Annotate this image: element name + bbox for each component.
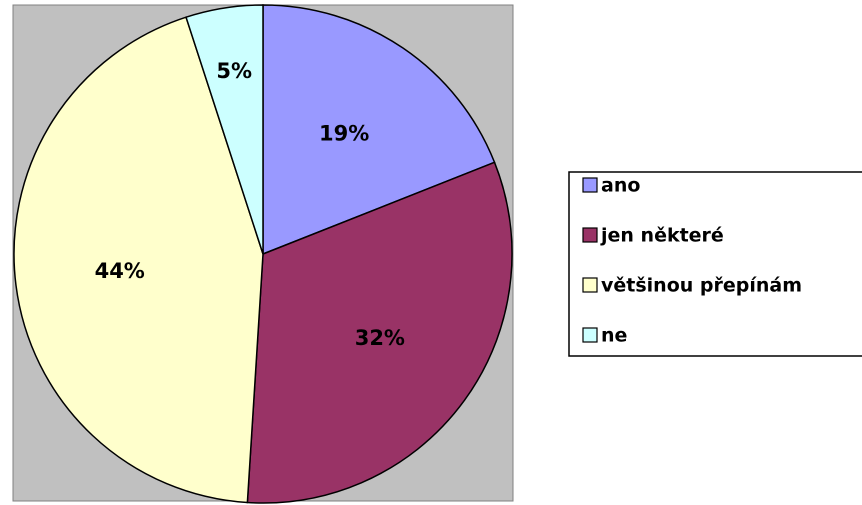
legend-label: ne — [601, 325, 627, 347]
legend-label: většinou přepínám — [601, 275, 802, 297]
data-label: 5% — [216, 59, 252, 83]
legend-swatch — [582, 327, 598, 343]
legend-swatch — [582, 227, 598, 243]
pie-slice — [262, 4, 496, 256]
legend-swatch — [582, 277, 598, 293]
legend-swatch — [582, 177, 598, 193]
legend-box — [568, 171, 862, 357]
pie-slice — [13, 16, 264, 504]
data-label: 19% — [319, 122, 369, 146]
legend-label: ano — [601, 175, 640, 197]
legend-label: jen některé — [600, 225, 724, 247]
data-label: 44% — [95, 259, 145, 283]
pie-slice — [246, 161, 513, 504]
pie-slice — [185, 4, 264, 255]
data-label: 32% — [355, 326, 405, 350]
